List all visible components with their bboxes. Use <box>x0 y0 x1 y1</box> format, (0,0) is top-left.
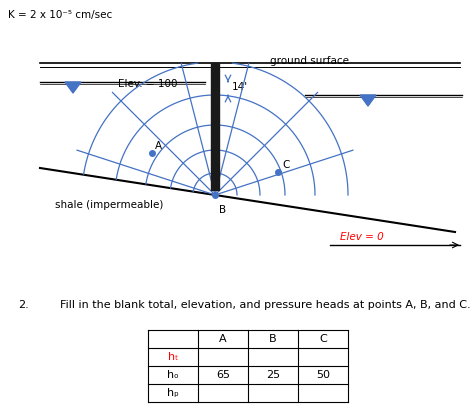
Text: 25: 25 <box>266 370 279 380</box>
Text: hₜ: hₜ <box>168 352 178 362</box>
Text: A: A <box>219 334 226 344</box>
Text: C: C <box>318 334 326 344</box>
Text: B: B <box>218 205 226 215</box>
Text: hₒ: hₒ <box>167 370 178 380</box>
Text: C: C <box>281 160 289 170</box>
Text: 14': 14' <box>231 81 248 92</box>
Text: shale (impermeable): shale (impermeable) <box>55 200 163 210</box>
Text: 65: 65 <box>216 370 229 380</box>
Text: 2.: 2. <box>18 300 29 310</box>
Polygon shape <box>65 82 81 93</box>
Text: 50: 50 <box>315 370 329 380</box>
Text: hₚ: hₚ <box>167 388 178 398</box>
Text: Elev = 0: Elev = 0 <box>339 232 383 242</box>
Text: B: B <box>268 334 276 344</box>
Text: Elev. = 100: Elev. = 100 <box>118 79 177 89</box>
Polygon shape <box>359 95 375 106</box>
Text: K = 2 x 10⁻⁵ cm/sec: K = 2 x 10⁻⁵ cm/sec <box>8 10 112 20</box>
Text: Fill in the blank total, elevation, and pressure heads at points A, B, and C.: Fill in the blank total, elevation, and … <box>60 300 470 310</box>
Text: ground surface: ground surface <box>270 56 349 66</box>
Text: A: A <box>155 141 162 151</box>
